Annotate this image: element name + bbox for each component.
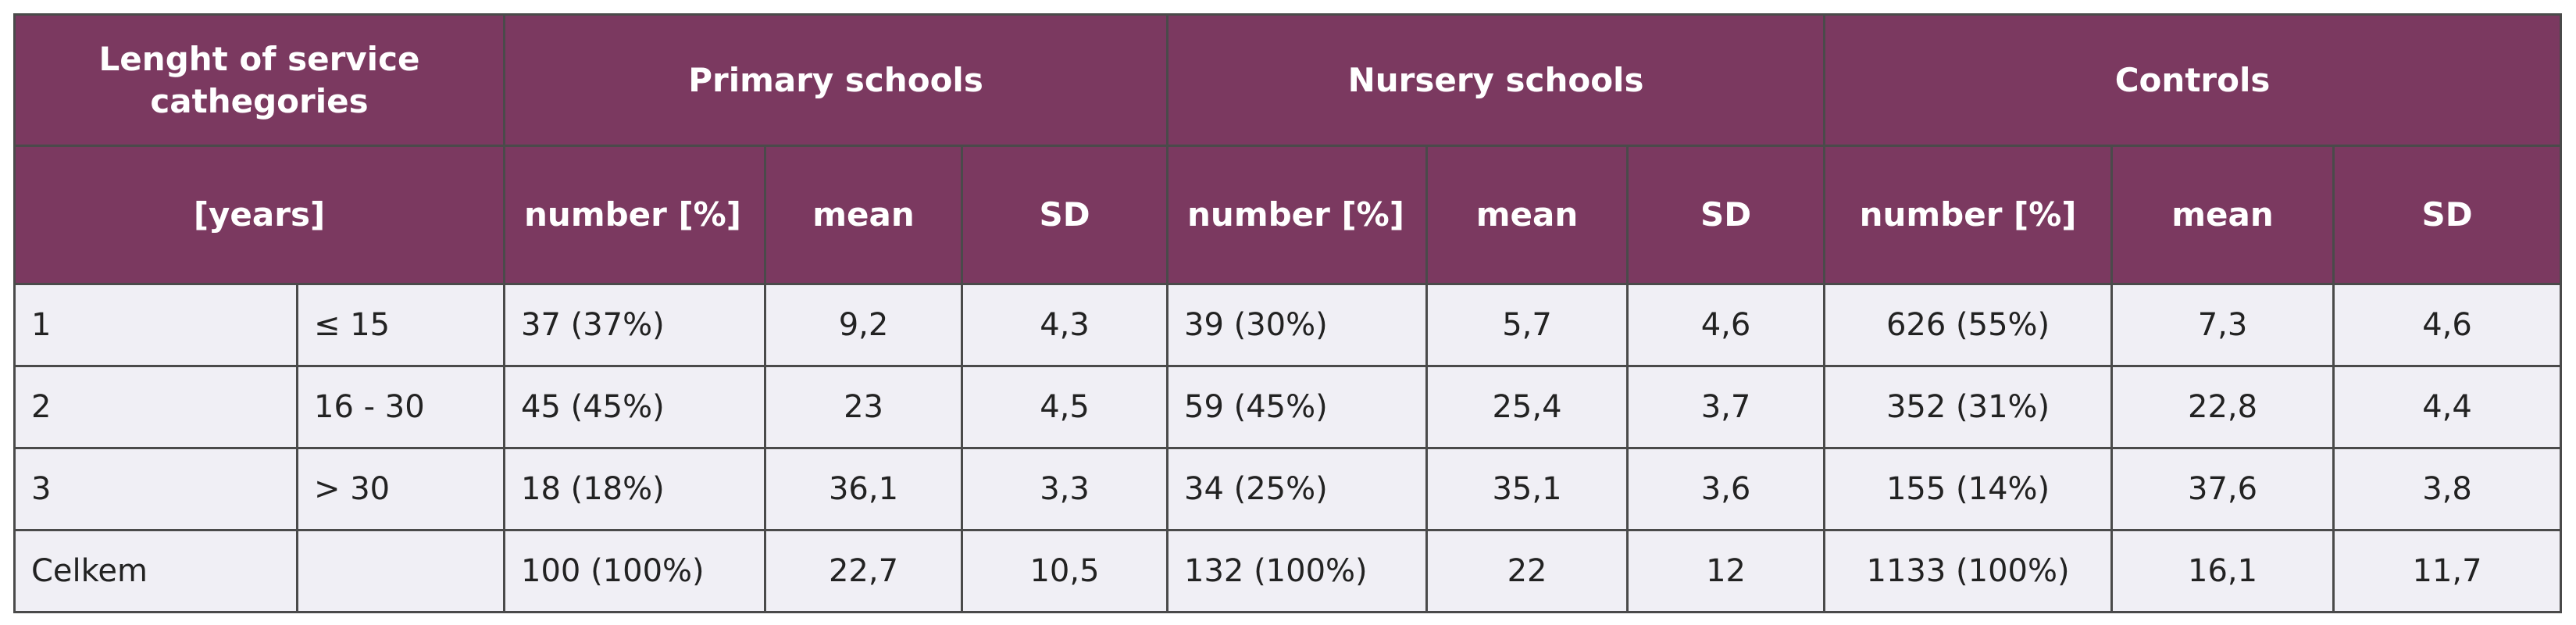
- subheader: number [%]: [1166, 145, 1429, 285]
- subheader: number [%]: [1823, 145, 2114, 285]
- header-row: Lenght of service cathegories Primary sc…: [12, 13, 2563, 147]
- table-cell: 16,1: [2110, 529, 2335, 613]
- table-cell: 4,3: [961, 283, 1169, 367]
- data-table: Lenght of service cathegories Primary sc…: [12, 13, 2563, 613]
- group-header: Nursery schools: [1166, 13, 1826, 147]
- subheader: mean: [2110, 145, 2335, 285]
- table-cell: 22,8: [2110, 365, 2335, 449]
- subheader: SD: [1626, 145, 1826, 285]
- table-cell: 34 (25%): [1166, 447, 1429, 531]
- table-cell: 22,7: [764, 529, 964, 613]
- table-cell: 18 (18%): [503, 447, 767, 531]
- table-cell: 155 (14%): [1823, 447, 2114, 531]
- subheader-row: [years] number [%] mean SD number [%] mean SD…: [12, 145, 2563, 285]
- subheader: SD: [2332, 145, 2563, 285]
- table-cell: 7,3: [2110, 283, 2335, 367]
- table-cell: 4,6: [2332, 283, 2563, 367]
- table-cell: 10,5: [961, 529, 1169, 613]
- table-cell: 11,7: [2332, 529, 2563, 613]
- table-cell: 3,6: [1626, 447, 1826, 531]
- subheader: number [%]: [503, 145, 767, 285]
- table-cell: 22: [1425, 529, 1629, 613]
- table-cell: 35,1: [1425, 447, 1629, 531]
- table-cell: 132 (100%): [1166, 529, 1429, 613]
- table-cell: 12: [1626, 529, 1826, 613]
- table-cell: 59 (45%): [1166, 365, 1429, 449]
- table-cell: 5,7: [1425, 283, 1629, 367]
- table-cell: 4,4: [2332, 365, 2563, 449]
- table-cell: 352 (31%): [1823, 365, 2114, 449]
- table-cell: 3,3: [961, 447, 1169, 531]
- table-cell: 37 (37%): [503, 283, 767, 367]
- table-cell: 39 (30%): [1166, 283, 1429, 367]
- table-cell: 3,8: [2332, 447, 2563, 531]
- table-row: 3 > 30 18 (18%) 36,1 3,3 34 (25%) 35,1 3,6 155 (…: [13, 447, 2563, 531]
- table-cell: 626 (55%): [1823, 283, 2114, 367]
- table-row: Celkem 100 (100%) 22,7 10,5 132 (100%) 22 12 11…: [13, 529, 2563, 613]
- table-cell: 45 (45%): [503, 365, 767, 449]
- table-row: 2 16 - 30 45 (45%) 23 4,5 59 (45%) 25,4 3,7 352 …: [13, 365, 2563, 449]
- table-cell: ≤ 15: [295, 283, 506, 367]
- table-cell: 4,5: [961, 365, 1169, 449]
- category-header: Lenght of service cathegories: [12, 13, 506, 147]
- table-cell: > 30: [295, 447, 506, 531]
- unit-header: [years]: [12, 145, 506, 285]
- table-cell: 3: [13, 447, 298, 531]
- table-cell: 4,6: [1626, 283, 1826, 367]
- table-cell: [295, 529, 506, 613]
- table-cell: 25,4: [1425, 365, 1629, 449]
- table-cell: 1: [13, 283, 298, 367]
- table-cell: 16 - 30: [295, 365, 506, 449]
- subheader: mean: [764, 145, 964, 285]
- table-body: 1 ≤ 15 37 (37%) 9,2 4,3 39 (30%) 5,7 4,6 626 (55…: [13, 283, 2563, 613]
- table-cell: 9,2: [764, 283, 964, 367]
- table-cell: 36,1: [764, 447, 964, 531]
- table-cell: 1133 (100%): [1823, 529, 2114, 613]
- table-cell: 23: [764, 365, 964, 449]
- table-cell: 3,7: [1626, 365, 1826, 449]
- table-cell: 37,6: [2110, 447, 2335, 531]
- group-header: Primary schools: [503, 13, 1169, 147]
- table-cell: 2: [13, 365, 298, 449]
- table-cell: Celkem: [13, 529, 298, 613]
- group-header: Controls: [1823, 13, 2563, 147]
- subheader: SD: [961, 145, 1169, 285]
- subheader: mean: [1425, 145, 1629, 285]
- table-row: 1 ≤ 15 37 (37%) 9,2 4,3 39 (30%) 5,7 4,6 626 (55…: [13, 283, 2563, 367]
- table-cell: 100 (100%): [503, 529, 767, 613]
